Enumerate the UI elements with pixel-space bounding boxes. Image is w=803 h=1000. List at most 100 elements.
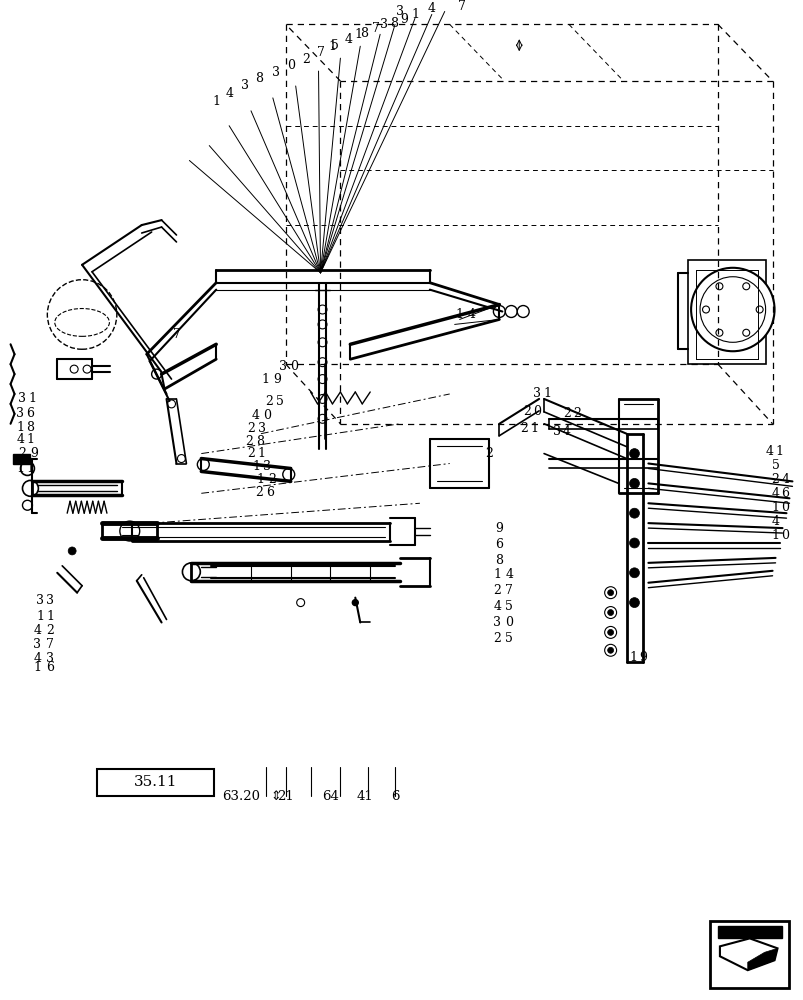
Polygon shape [719, 938, 777, 970]
Text: 3: 3 [17, 407, 24, 420]
Text: 0: 0 [289, 360, 297, 373]
Text: 3: 3 [34, 638, 41, 651]
Text: 4: 4 [467, 308, 475, 321]
Text: 2: 2 [247, 422, 255, 435]
Text: 0: 0 [532, 405, 540, 418]
Text: 5: 5 [331, 39, 339, 52]
Bar [13, 454, 31, 464]
Text: 4: 4 [504, 568, 512, 581]
Text: 9: 9 [400, 13, 407, 26]
Text: 6: 6 [26, 407, 35, 420]
Circle shape [629, 538, 638, 548]
Text: 41: 41 [357, 790, 373, 803]
Text: 8: 8 [389, 17, 397, 30]
Text: 0: 0 [263, 409, 271, 422]
Circle shape [691, 268, 773, 351]
Circle shape [742, 283, 748, 290]
Text: 2: 2 [267, 473, 275, 486]
Text: 3: 3 [493, 616, 501, 629]
Text: 0: 0 [504, 616, 512, 629]
Text: 2: 2 [265, 395, 272, 408]
Circle shape [702, 306, 708, 313]
Circle shape [296, 599, 304, 607]
Circle shape [120, 521, 140, 541]
Bar [717, 926, 781, 938]
Text: 2: 2 [493, 632, 501, 645]
Circle shape [68, 547, 76, 555]
Circle shape [318, 320, 327, 329]
Circle shape [318, 338, 327, 347]
Text: 6: 6 [495, 538, 503, 551]
Text: 4: 4 [17, 433, 24, 446]
Text: 1: 1 [629, 651, 637, 664]
Text: 8: 8 [360, 27, 368, 40]
Text: 3: 3 [380, 18, 388, 31]
Text: 63.20: 63.20 [222, 790, 259, 803]
Text: 9: 9 [638, 651, 646, 664]
Text: 3: 3 [47, 594, 55, 607]
Circle shape [83, 365, 91, 373]
Circle shape [167, 400, 175, 408]
Text: 5: 5 [275, 395, 283, 408]
Circle shape [607, 629, 613, 635]
Text: 3: 3 [241, 79, 249, 92]
Circle shape [516, 306, 528, 317]
Text: 2: 2 [493, 584, 501, 597]
Text: 2: 2 [520, 422, 528, 435]
Circle shape [604, 644, 616, 656]
Circle shape [352, 600, 358, 606]
Circle shape [607, 610, 613, 616]
Text: 4: 4 [771, 487, 779, 500]
Text: 2: 2 [18, 447, 26, 460]
Text: 4: 4 [764, 445, 772, 458]
Text: 1: 1 [493, 568, 501, 581]
Text: 1: 1 [36, 610, 44, 623]
Text: 0: 0 [781, 529, 789, 542]
Polygon shape [747, 948, 777, 970]
Text: 1: 1 [47, 610, 55, 623]
Circle shape [493, 306, 505, 317]
Circle shape [182, 563, 200, 581]
Text: 1: 1 [212, 95, 220, 108]
Text: 8: 8 [26, 421, 35, 434]
Circle shape [715, 329, 722, 336]
Circle shape [699, 277, 764, 342]
Text: 4: 4 [493, 600, 501, 613]
Text: 2: 2 [573, 407, 580, 420]
Text: 4: 4 [427, 2, 435, 15]
Text: 2: 2 [247, 447, 255, 460]
Text: 1: 1 [771, 501, 779, 514]
Text: 1: 1 [17, 462, 24, 475]
Text: 4: 4 [251, 409, 259, 422]
Bar [687, 260, 764, 364]
Circle shape [715, 283, 722, 290]
Text: 1: 1 [455, 308, 463, 321]
Circle shape [629, 449, 638, 459]
Text: 7: 7 [316, 46, 324, 59]
Text: 1: 1 [262, 373, 270, 386]
Text: 6: 6 [47, 661, 55, 674]
Circle shape [607, 590, 613, 596]
Text: 1: 1 [26, 462, 35, 475]
Circle shape [629, 478, 638, 488]
Text: 3: 3 [258, 422, 266, 435]
Text: ⇕: ⇕ [271, 790, 281, 803]
Text: 3: 3 [271, 66, 279, 79]
Text: 21: 21 [277, 790, 294, 803]
Text: 35.11: 35.11 [133, 775, 177, 789]
Text: 2: 2 [245, 435, 253, 448]
Circle shape [604, 626, 616, 638]
Circle shape [604, 587, 616, 599]
Text: 2: 2 [255, 486, 263, 499]
Text: 1: 1 [775, 445, 783, 458]
Text: 7: 7 [173, 328, 180, 341]
Circle shape [318, 375, 327, 384]
Bar [97, 769, 214, 796]
Circle shape [22, 500, 32, 510]
Circle shape [47, 280, 116, 349]
Circle shape [629, 508, 638, 518]
Text: 1: 1 [28, 392, 36, 405]
Text: 7: 7 [457, 0, 465, 13]
Bar [709, 921, 789, 988]
Text: 0: 0 [781, 501, 789, 514]
